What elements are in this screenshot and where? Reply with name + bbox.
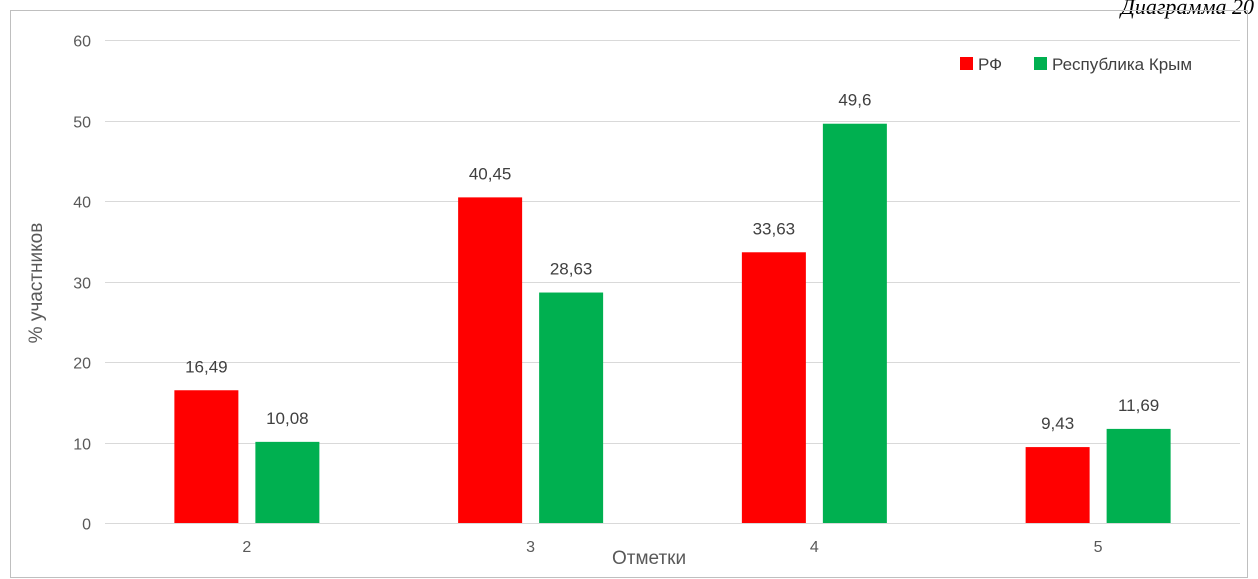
data-label: 33,63 xyxy=(753,219,796,238)
legend-label: Республика Крым xyxy=(1052,55,1192,74)
bars xyxy=(174,123,1171,523)
data-label: 40,45 xyxy=(469,164,512,183)
data-label: 9,43 xyxy=(1041,414,1074,433)
bar-crimea-4 xyxy=(822,123,887,523)
data-label: 11,69 xyxy=(1118,396,1159,415)
legend-swatch xyxy=(960,57,973,70)
legend-swatch xyxy=(1034,57,1047,70)
y-tick-label: 40 xyxy=(73,195,91,212)
y-axis-title: % участников xyxy=(26,223,47,344)
bar-rf-2 xyxy=(174,390,239,523)
y-tick-label: 30 xyxy=(73,276,91,293)
x-tick-label: 4 xyxy=(810,539,819,556)
diagram-caption: Диаграмма 20 xyxy=(1120,0,1254,19)
x-axis-title: Отметки xyxy=(612,548,686,569)
x-tick-label: 2 xyxy=(242,539,251,556)
y-tick-label: 10 xyxy=(73,437,91,454)
data-label: 49,6 xyxy=(838,91,871,110)
y-tick-label: 0 xyxy=(82,517,91,534)
bar-rf-3 xyxy=(458,197,523,523)
y-tick-label: 20 xyxy=(73,356,91,373)
y-tick-label: 60 xyxy=(73,34,91,51)
x-axis-ticks: 2 3 4 5 xyxy=(242,539,1102,556)
y-tick-label: 50 xyxy=(73,115,91,132)
data-label: 28,63 xyxy=(550,260,593,279)
data-labels: 16,49 10,08 40,45 28,63 33,63 49,6 9,43 11,69 xyxy=(185,91,1159,433)
bar-crimea-5 xyxy=(1106,428,1171,523)
legend: РФ Республика Крым xyxy=(960,55,1192,74)
bar-rf-4 xyxy=(741,252,806,523)
y-axis-ticks: 0 10 20 30 40 50 60 xyxy=(73,34,91,534)
legend-label: РФ xyxy=(978,55,1002,74)
x-tick-label: 5 xyxy=(1094,539,1103,556)
data-label: 10,08 xyxy=(266,409,309,428)
x-tick-label: 3 xyxy=(526,539,535,556)
data-label: 16,49 xyxy=(185,357,228,376)
chart-frame xyxy=(10,10,1248,578)
bar-crimea-2 xyxy=(255,441,320,523)
bar-crimea-3 xyxy=(539,292,604,523)
bar-rf-5 xyxy=(1025,447,1090,523)
